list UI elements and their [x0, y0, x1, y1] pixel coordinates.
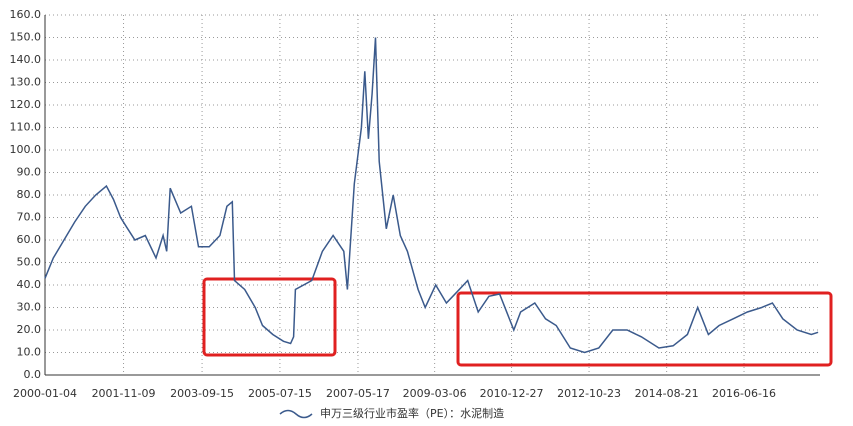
line: [44, 37, 819, 354]
x-tick-label: 2003-09-15: [170, 387, 234, 400]
x-tick-label: 2009-03-06: [403, 387, 467, 400]
y-tick-label: 50.0: [17, 256, 42, 269]
y-tick-label: 40.0: [17, 278, 42, 291]
x-tick-label: 2012-10-23: [557, 387, 621, 400]
x-tick-label: 2000-01-04: [13, 387, 77, 400]
x-tick-label: 2010-12-27: [480, 387, 544, 400]
y-tick-label: 70.0: [17, 211, 42, 224]
y-tick-label: 160.0: [10, 8, 42, 21]
y-tick-label: 20.0: [17, 323, 42, 336]
legend-label: 申万三级行业市盈率（PE）：水泥制造: [320, 406, 504, 420]
legend-swatch: [279, 409, 313, 419]
y-tick-label: 10.0: [17, 346, 42, 359]
y-tick-label: 100.0: [10, 143, 42, 156]
y-tick-label: 120.0: [10, 98, 42, 111]
x-tick-label: 2016-06-16: [712, 387, 776, 400]
x-tick-label: 2007-05-17: [326, 387, 390, 400]
x-tick-label: 2005-07-15: [248, 387, 312, 400]
y-tick-label: 150.0: [10, 31, 42, 44]
y-tick-label: 90.0: [17, 166, 42, 179]
x-tick-label: 2001-11-09: [92, 387, 156, 400]
y-tick-label: 30.0: [17, 301, 42, 314]
x-tick-label: 2014-08-21: [635, 387, 699, 400]
y-tick-label: 80.0: [17, 188, 42, 201]
highlight-box: [456, 291, 833, 367]
y-tick-label: 130.0: [10, 76, 42, 89]
highlight-box: [202, 277, 337, 357]
y-tick-label: 110.0: [10, 121, 42, 134]
y-tick-label: 140.0: [10, 53, 42, 66]
y-tick-label: 60.0: [17, 233, 42, 246]
y-tick-label: 0.0: [24, 368, 42, 381]
